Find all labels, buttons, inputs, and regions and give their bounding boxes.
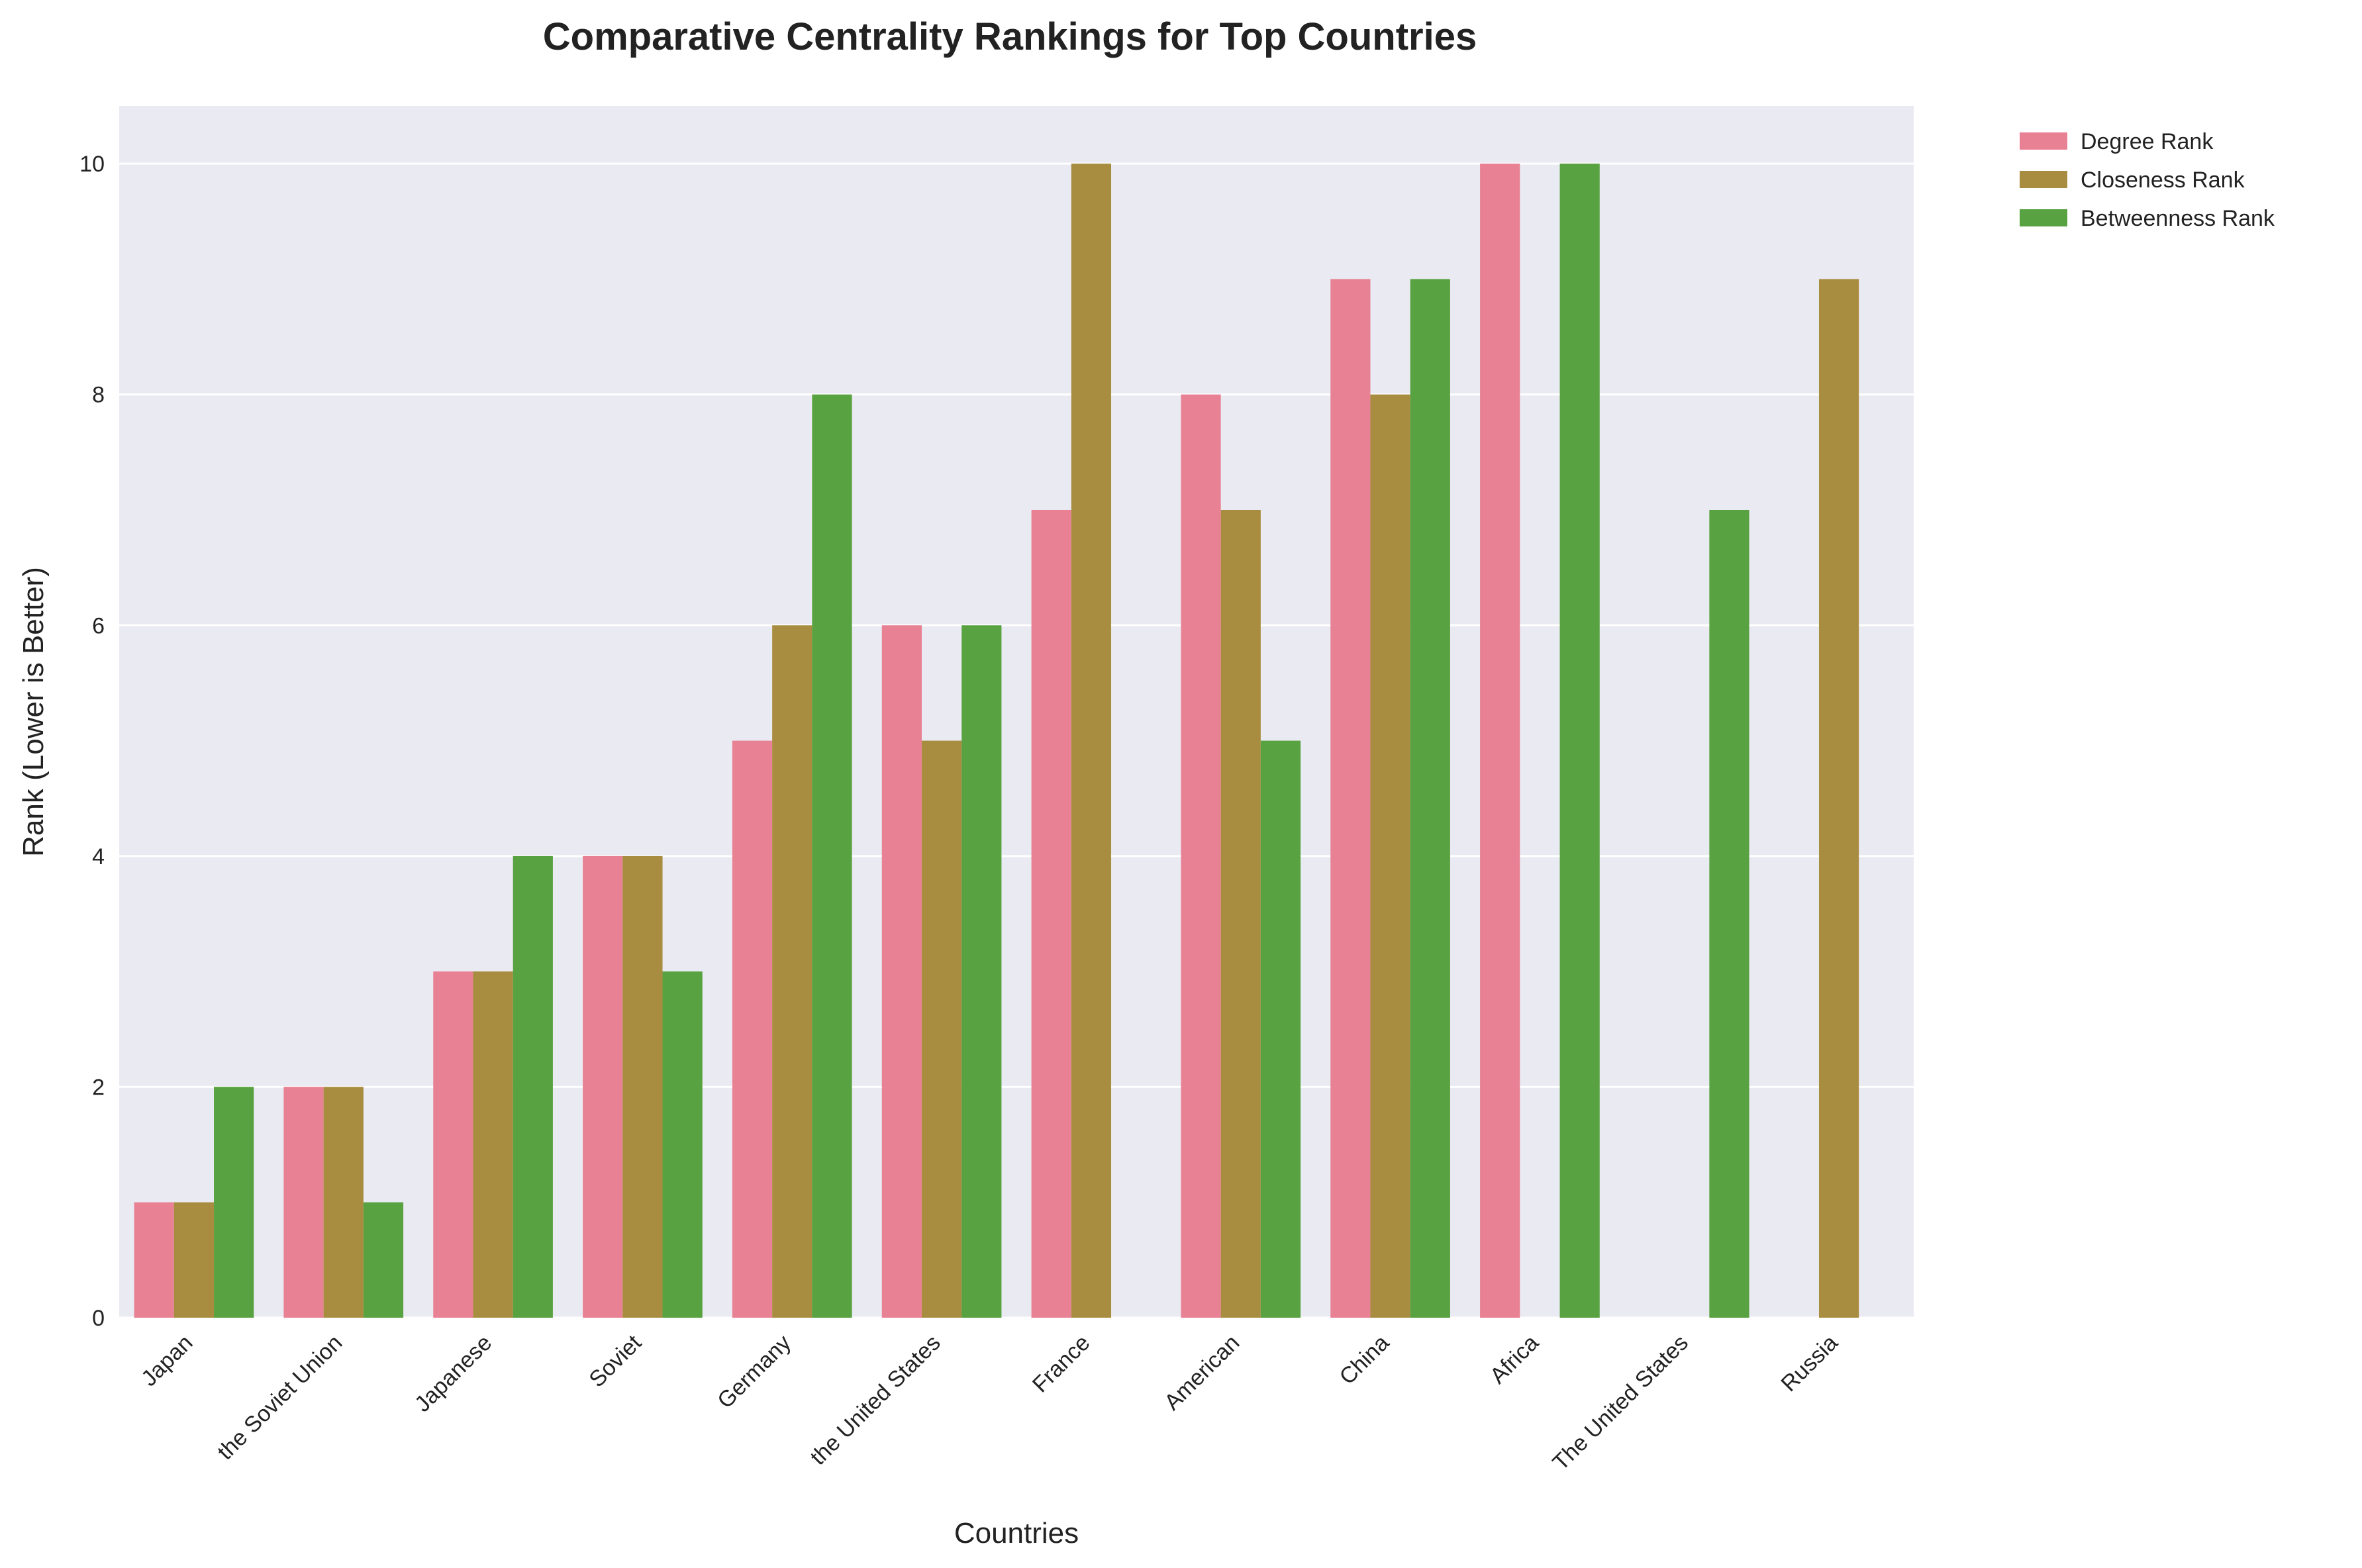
bar (772, 625, 812, 1318)
x-axis-ticks: Japan the Soviet Union Japanese Soviet Germa… (136, 1330, 1843, 1475)
y-tick-label: 8 (92, 383, 105, 408)
bar (173, 1202, 215, 1318)
bar (513, 856, 553, 1318)
bars (134, 164, 1859, 1318)
x-tick-label: Japanese (410, 1330, 497, 1417)
bar (1709, 510, 1749, 1318)
x-tick-label: Soviet (584, 1330, 646, 1392)
bar (622, 856, 663, 1318)
legend-swatch (2020, 209, 2067, 226)
bar (961, 625, 1002, 1318)
x-tick-label: The United States (1548, 1330, 1693, 1475)
x-axis-label: Countries (954, 1517, 1079, 1549)
bar (662, 971, 703, 1318)
bar (1181, 394, 1221, 1318)
legend: Degree Rank Closeness Rank Betweenness Ran… (2020, 129, 2275, 231)
x-tick-label: China (1335, 1330, 1395, 1390)
y-tick-label: 6 (92, 613, 105, 638)
y-axis-label: Rank (Lower is Better) (17, 567, 50, 857)
bar (921, 740, 962, 1318)
legend-label: Betweenness Rank (2081, 206, 2275, 231)
bar (323, 1087, 364, 1318)
legend-label: Closeness Rank (2081, 168, 2245, 193)
legend-swatch (2020, 132, 2067, 150)
bar (881, 625, 922, 1318)
bar (134, 1202, 174, 1318)
x-tick-label: Germany (713, 1330, 796, 1414)
x-tick-label: the United States (805, 1330, 945, 1470)
x-tick-label: the Soviet Union (213, 1330, 347, 1465)
x-tick-label: France (1028, 1330, 1095, 1398)
bar (473, 971, 513, 1318)
bar (1071, 164, 1112, 1318)
bar (1480, 164, 1520, 1318)
x-tick-label: American (1159, 1330, 1244, 1415)
bar (214, 1087, 254, 1318)
x-tick-label: Africa (1485, 1330, 1544, 1389)
bar (1031, 510, 1071, 1318)
y-tick-label: 0 (92, 1306, 105, 1331)
bar (732, 740, 773, 1318)
x-tick-label: Japan (136, 1330, 197, 1391)
gridlines (119, 162, 1914, 1319)
y-tick-label: 2 (92, 1075, 105, 1100)
bar (363, 1202, 404, 1318)
bar (1559, 164, 1600, 1318)
legend-swatch (2020, 171, 2067, 188)
legend-label: Degree Rank (2081, 129, 2214, 154)
bar (1330, 279, 1371, 1318)
bar (812, 394, 852, 1318)
bar (583, 856, 623, 1318)
bar (1410, 279, 1450, 1318)
bar (1220, 510, 1261, 1318)
chart-title: Comparative Centrality Rankings for Top … (543, 15, 1477, 58)
bar (433, 971, 473, 1318)
y-axis-ticks: 0 2 4 6 8 10 (79, 152, 105, 1331)
y-tick-label: 10 (79, 152, 105, 177)
bar (1260, 740, 1301, 1318)
bar (1370, 394, 1410, 1318)
bar (1818, 279, 1859, 1318)
x-tick-label: Russia (1776, 1330, 1842, 1396)
plot-area (119, 106, 1914, 1318)
y-tick-label: 4 (92, 844, 105, 869)
bar (283, 1087, 324, 1318)
